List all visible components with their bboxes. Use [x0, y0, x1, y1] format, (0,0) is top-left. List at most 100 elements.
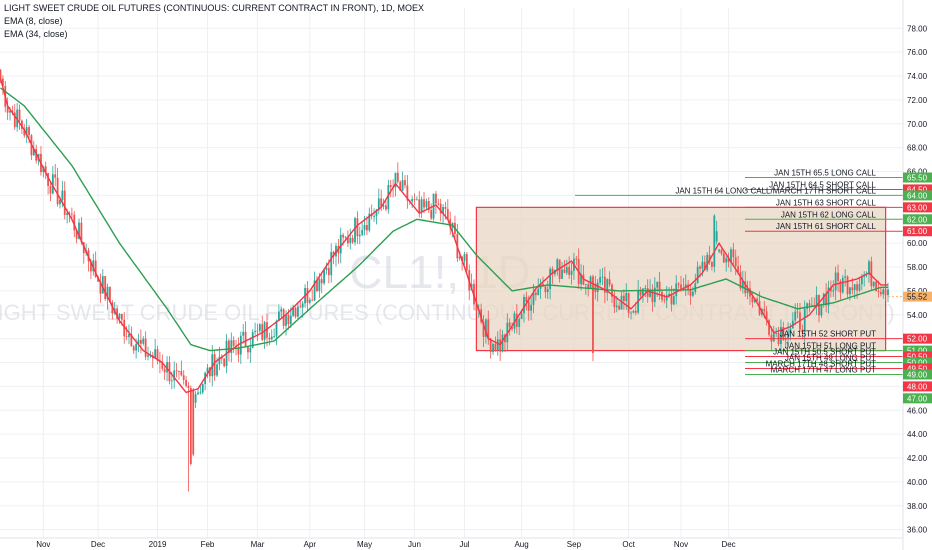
- candle-body: [206, 367, 209, 373]
- candle: [247, 346, 249, 360]
- candle-body: [173, 370, 176, 381]
- price-badge: [903, 214, 932, 225]
- candle: [213, 349, 216, 381]
- candle: [489, 337, 492, 359]
- price-badge-label: 49.00: [907, 370, 928, 379]
- price-badge: [903, 190, 932, 201]
- indicator-ema-8[interactable]: EMA (8, close): [4, 16, 63, 26]
- candle: [118, 312, 121, 324]
- candle-body: [182, 375, 185, 380]
- candle-body: [9, 110, 11, 113]
- candle-body: [663, 299, 666, 301]
- candle: [256, 323, 259, 341]
- candle-body: [646, 288, 649, 297]
- candle: [25, 118, 28, 143]
- candle: [294, 306, 297, 319]
- candle-body: [772, 333, 775, 342]
- price-tick-label: 40.00: [907, 478, 928, 487]
- candle-body: [492, 343, 494, 353]
- candle-body: [318, 279, 321, 292]
- candle: [401, 171, 404, 191]
- price-badge-label: 64.00: [907, 191, 928, 200]
- candle-body: [630, 312, 632, 314]
- candle: [518, 317, 521, 336]
- candle: [794, 303, 797, 326]
- indicator-ema-34[interactable]: EMA (34, close): [4, 29, 68, 39]
- strike-label: JAN 15TH 64.5 SHORT CALL: [769, 180, 876, 189]
- candle-body: [734, 257, 737, 267]
- candle-body: [565, 266, 568, 273]
- candle: [263, 320, 266, 349]
- candle: [587, 281, 590, 297]
- candle-body: [465, 254, 468, 271]
- time-axis[interactable]: Nov Dec 2019 Feb Mar Apr May Jun Jul Aug Sep Oct Nov…: [0, 537, 903, 549]
- candle-body: [325, 268, 328, 270]
- candle-body: [123, 319, 126, 337]
- candle-body: [484, 319, 487, 337]
- candle: [389, 179, 392, 198]
- time-tick-label: Sep: [567, 540, 582, 549]
- candle: [882, 286, 885, 299]
- candle-body: [187, 385, 190, 388]
- candle-body: [606, 279, 609, 293]
- candle-body: [834, 272, 837, 291]
- candle: [706, 251, 709, 272]
- candle-body: [608, 279, 611, 285]
- candle: [316, 275, 318, 293]
- candle-body: [118, 313, 121, 319]
- candle-body: [653, 287, 656, 303]
- candle-body: [782, 326, 785, 340]
- candle: [282, 308, 285, 330]
- time-tick-label: Dec: [721, 540, 735, 549]
- candle: [737, 255, 740, 275]
- price-axis[interactable]: 36.00 38.00 40.00 42.00 44.00 46.00 48.00 50.00…: [902, 0, 932, 550]
- candle-body: [56, 177, 59, 205]
- candle-body: [180, 371, 183, 376]
- candle-body: [13, 112, 16, 128]
- candle-body: [739, 271, 742, 289]
- candle-body: [877, 291, 880, 292]
- candle-body: [532, 292, 535, 305]
- candle-body: [775, 332, 778, 334]
- candle: [56, 167, 59, 207]
- candle-body: [375, 209, 378, 216]
- candle: [887, 282, 889, 303]
- candle: [311, 289, 314, 302]
- candle-body: [670, 293, 673, 305]
- price-tick-label: 58.00: [907, 263, 928, 272]
- candle-body: [665, 295, 668, 301]
- candle-body: [399, 181, 402, 191]
- candle-body: [584, 284, 587, 286]
- candle-body: [90, 261, 92, 272]
- candle-body: [128, 333, 130, 337]
- candle: [856, 280, 858, 299]
- candle-body: [780, 326, 782, 345]
- candle-body: [125, 336, 128, 338]
- price-badge-label: 50.50: [907, 353, 928, 362]
- candle: [713, 214, 716, 273]
- candle: [187, 382, 190, 492]
- candle-body: [639, 290, 642, 296]
- candle: [199, 385, 202, 395]
- candle: [325, 262, 328, 275]
- candle: [139, 329, 142, 354]
- candle: [354, 216, 356, 246]
- candle-body: [518, 318, 521, 327]
- price-badge-label: 47.00: [907, 394, 928, 403]
- candle-body: [44, 166, 47, 174]
- price-badge-label: 49.50: [907, 364, 928, 373]
- candle: [204, 371, 207, 391]
- candle: [632, 309, 635, 314]
- candle: [237, 337, 240, 363]
- candle-body: [59, 199, 61, 205]
- candle: [765, 306, 768, 326]
- candle-body: [316, 280, 318, 292]
- candle: [413, 193, 416, 206]
- candle: [653, 277, 656, 308]
- strike-label: JAN 15TH 64 LONG CALL/MARCH 17TH SHORT C…: [675, 186, 876, 195]
- candle: [463, 251, 466, 265]
- candle-body: [875, 281, 878, 292]
- candle-body: [444, 206, 447, 210]
- candle-body: [366, 225, 368, 231]
